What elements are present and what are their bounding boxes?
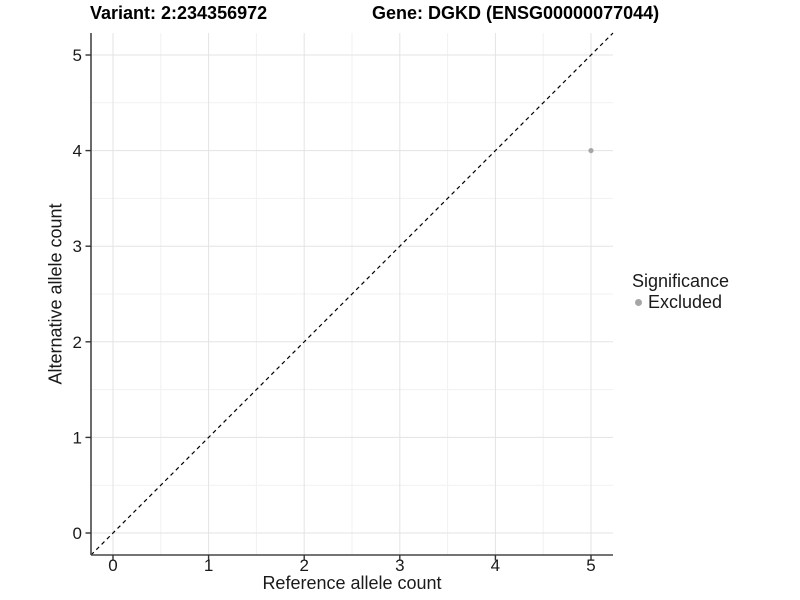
x-axis-title: Reference allele count xyxy=(262,573,442,593)
y-tick-label: 3 xyxy=(73,237,82,256)
x-tick-label: 5 xyxy=(586,556,595,575)
y-tick-label: 1 xyxy=(73,428,82,447)
data-point xyxy=(588,147,594,154)
x-tick-label: 2 xyxy=(299,556,308,575)
y-tick-label: 0 xyxy=(73,524,82,543)
legend-item-label: Excluded xyxy=(648,292,723,312)
legend-title: Significance xyxy=(632,271,730,291)
x-tick-label: 4 xyxy=(491,556,500,575)
x-tick-label: 0 xyxy=(108,556,117,575)
x-tick-label: 1 xyxy=(204,556,213,575)
legend-point-icon xyxy=(635,299,642,306)
x-tick-label: 3 xyxy=(395,556,404,575)
legend: Significance Excluded xyxy=(632,272,797,312)
y-tick-label: 5 xyxy=(73,46,82,65)
y-axis-title: Alternative allele count xyxy=(45,203,66,385)
plot-title-gene: Gene: DGKD (ENSG00000077044) xyxy=(372,3,660,23)
identity-dashed-line xyxy=(90,32,614,556)
legend-item-excluded: Excluded xyxy=(632,293,797,312)
y-tick-label: 4 xyxy=(73,142,82,161)
y-tick-label: 2 xyxy=(73,333,82,352)
plot-title-variant: Variant: 2:234356972 xyxy=(90,3,268,23)
